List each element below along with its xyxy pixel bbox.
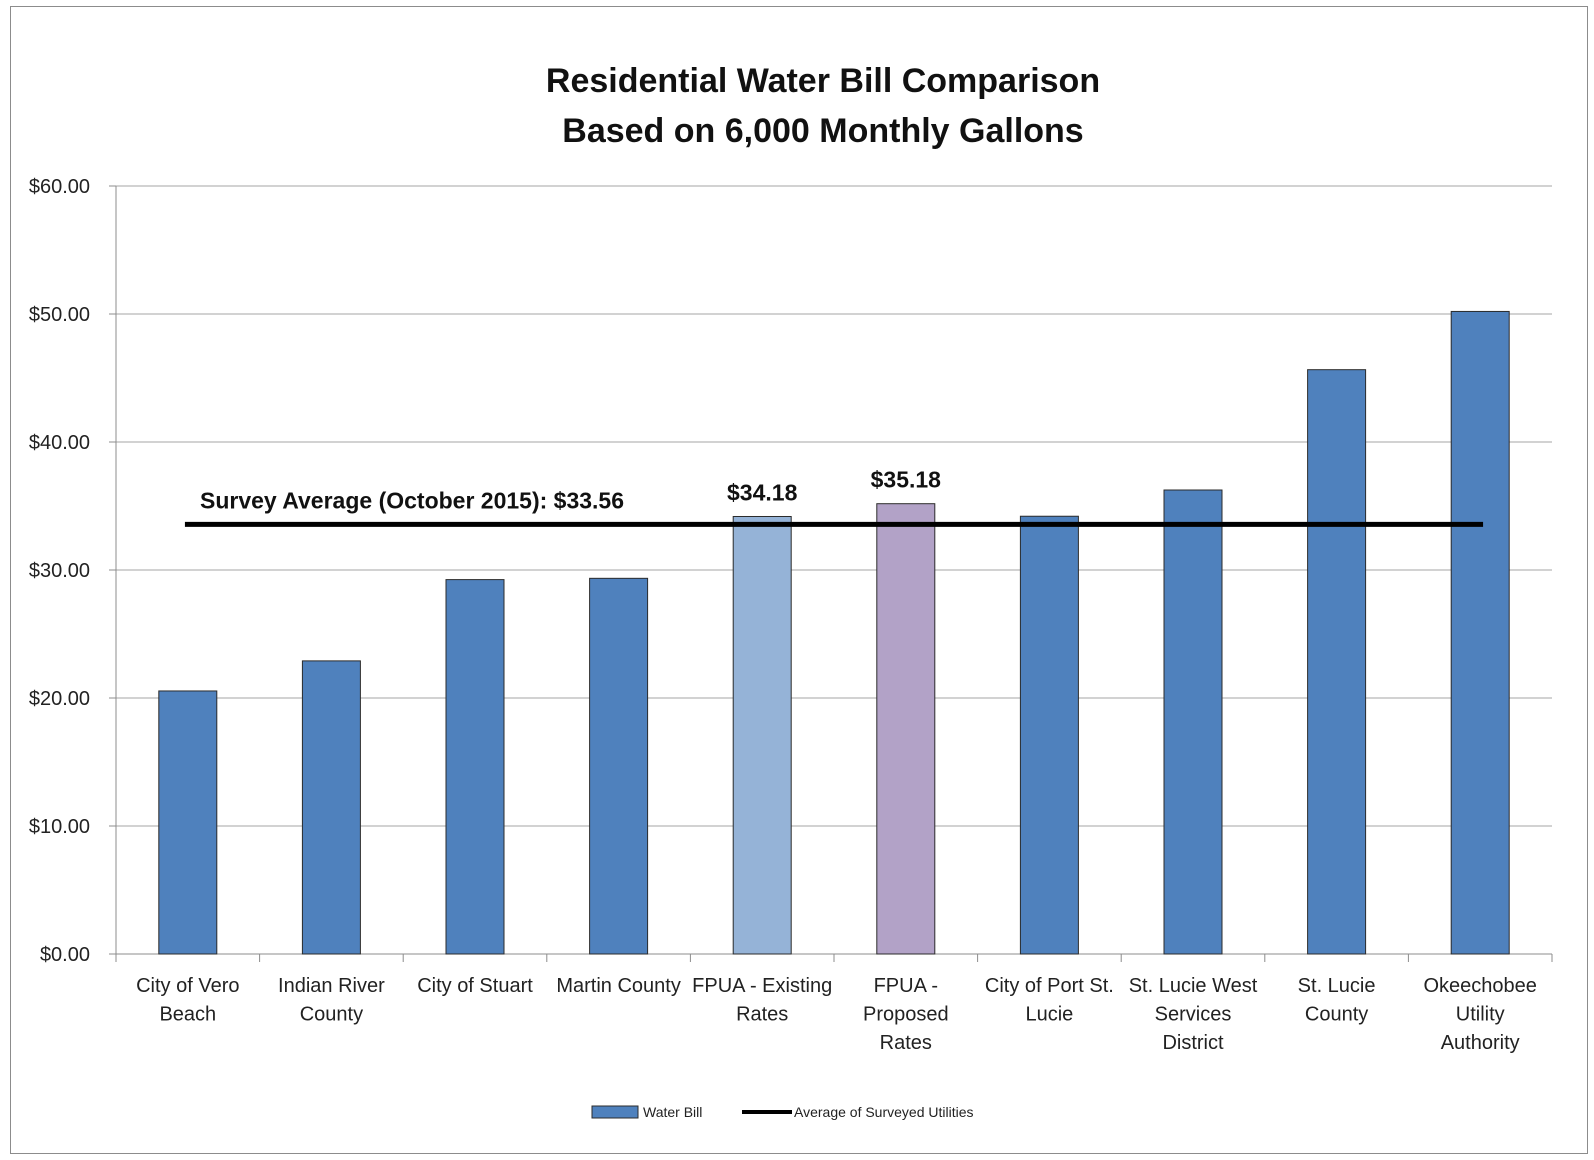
x-tick-label: St. Lucie (1298, 975, 1376, 997)
y-tick-label: $50.00 (29, 304, 90, 326)
bar (876, 503, 936, 955)
y-tick-label: $40.00 (29, 432, 90, 454)
x-tick-label: Authority (1441, 1032, 1520, 1054)
legend-label-water-bill: Water Bill (643, 1104, 702, 1120)
bar (1307, 369, 1367, 955)
bar (158, 690, 218, 955)
bar (732, 515, 792, 955)
x-tick-label: FPUA - (874, 975, 938, 997)
x-tick-label: Lucie (1025, 1004, 1073, 1026)
bar (445, 579, 505, 955)
x-tick-label: City of Stuart (417, 975, 533, 997)
x-tick-label: City of Port St. (985, 975, 1114, 997)
x-tick-label: Okeechobee (1423, 975, 1536, 997)
x-tick-label: Proposed (863, 1004, 949, 1026)
y-tick-label: $60.00 (29, 176, 90, 198)
x-tick-label: Services (1155, 1004, 1232, 1026)
x-tick-label: Rates (880, 1032, 932, 1054)
x-tick-label: County (300, 1004, 363, 1026)
x-tick-label: County (1305, 1004, 1368, 1026)
x-tick-label: FPUA - Existing (692, 975, 832, 997)
chart-title-line: Residential Water Bill Comparison (546, 62, 1100, 100)
x-tick-label: Utility (1456, 1004, 1505, 1026)
legend-swatch-water-bill (591, 1105, 639, 1119)
data-label: $34.18 (727, 479, 798, 505)
bar (1450, 310, 1510, 955)
x-tick-label: District (1162, 1032, 1224, 1054)
bar (1163, 489, 1223, 955)
legend-label-average: Average of Surveyed Utilities (794, 1104, 974, 1120)
x-tick-label: City of Vero (136, 975, 239, 997)
bar (1019, 515, 1079, 955)
y-tick-label: $20.00 (29, 688, 90, 710)
bar (589, 577, 649, 955)
y-tick-label: $30.00 (29, 560, 90, 582)
x-tick-label: Martin County (556, 975, 681, 997)
x-tick-label: Beach (159, 1004, 216, 1026)
x-tick-label: Rates (736, 1004, 788, 1026)
chart-title-line: Based on 6,000 Monthly Gallons (562, 112, 1083, 150)
x-tick-label: St. Lucie West (1129, 975, 1258, 997)
y-tick-label: $10.00 (29, 816, 90, 838)
x-tick-label: Indian River (278, 975, 385, 997)
data-label: $35.18 (871, 467, 942, 493)
y-tick-label: $0.00 (40, 944, 90, 966)
average-annotation: Survey Average (October 2015): $33.56 (200, 487, 624, 513)
bar (301, 660, 361, 955)
